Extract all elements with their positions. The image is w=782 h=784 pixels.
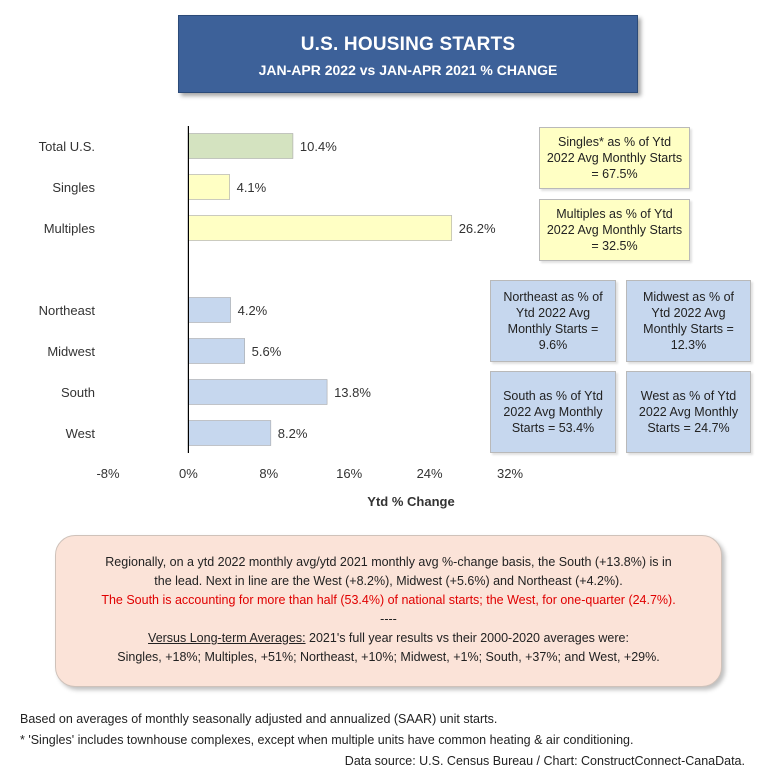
- bar: [188, 297, 231, 323]
- data-label: 4.2%: [238, 303, 268, 318]
- data-label: 13.8%: [334, 385, 371, 400]
- summary-line-1: Regionally, on a ytd 2022 monthly avg/yt…: [105, 555, 672, 569]
- category-label: Midwest: [47, 344, 95, 359]
- footer-note-saar: Based on averages of monthly seasonally …: [20, 712, 498, 726]
- summary-long-term-text: 2021's full year results vs their 2000-2…: [305, 631, 629, 645]
- note-northeast: Northeast as % of Ytd 2022 Avg Monthly S…: [490, 280, 616, 362]
- summary-box: Regionally, on a ytd 2022 monthly avg/yt…: [55, 535, 722, 687]
- chart-title: U.S. HOUSING STARTS: [300, 34, 516, 55]
- bar-chart: Total U.S. 10.4% Singles 4.1% Multiples 26.2%…: [39, 126, 523, 509]
- data-label: 26.2%: [459, 221, 496, 236]
- data-label: 4.1%: [237, 180, 267, 195]
- note-south: South as % of Ytd 2022 Avg Monthly Start…: [490, 371, 616, 453]
- data-label: 10.4%: [300, 139, 337, 154]
- x-tick-label: 0%: [179, 466, 198, 481]
- category-label: West: [66, 426, 96, 441]
- category-label: Singles: [52, 180, 95, 195]
- x-axis-title: Ytd % Change: [367, 494, 454, 509]
- note-west: West as % of Ytd 2022 Avg Monthly Starts…: [626, 371, 751, 453]
- bar: [188, 338, 245, 364]
- chart-subtitle: JAN-APR 2022 vs JAN-APR 2021 % CHANGE: [258, 62, 558, 78]
- data-label: 8.2%: [278, 426, 308, 441]
- note-midwest: Midwest as % of Ytd 2022 Avg Monthly Sta…: [626, 280, 751, 362]
- data-label: 5.6%: [252, 344, 282, 359]
- bar: [188, 215, 453, 241]
- note-multiples: Multiples as % of Ytd 2022 Avg Monthly S…: [539, 199, 690, 261]
- x-tick-label: 8%: [259, 466, 278, 481]
- summary-highlight: The South is accounting for more than ha…: [101, 593, 676, 607]
- bar: [188, 420, 272, 446]
- footer-note-singles: * 'Singles' includes townhouse complexes…: [20, 733, 634, 747]
- title-box: U.S. HOUSING STARTS JAN-APR 2022 vs JAN-…: [178, 15, 638, 93]
- summary-long-term-label: Versus Long-term Averages:: [148, 631, 306, 645]
- summary-divider: ----: [380, 612, 397, 626]
- category-label: Northeast: [39, 303, 96, 318]
- summary-line-4: Versus Long-term Averages: 2021's full y…: [56, 629, 721, 648]
- category-label: Multiples: [44, 221, 96, 236]
- category-label: Total U.S.: [39, 139, 95, 154]
- bar: [188, 379, 328, 405]
- bar: [188, 174, 230, 200]
- x-tick-label: 32%: [497, 466, 523, 481]
- note-singles: Singles* as % of Ytd 2022 Avg Monthly St…: [539, 127, 690, 189]
- summary-line-5: Singles, +18%; Multiples, +51%; Northeas…: [117, 650, 660, 664]
- x-tick-label: 16%: [336, 466, 362, 481]
- bar: [188, 133, 294, 159]
- x-tick-label: 24%: [417, 466, 443, 481]
- x-tick-label: -8%: [96, 466, 120, 481]
- category-label: South: [61, 385, 95, 400]
- footer-source: Data source: U.S. Census Bureau / Chart:…: [344, 754, 745, 768]
- summary-line-2: the lead. Next in line are the West (+8.…: [154, 574, 623, 588]
